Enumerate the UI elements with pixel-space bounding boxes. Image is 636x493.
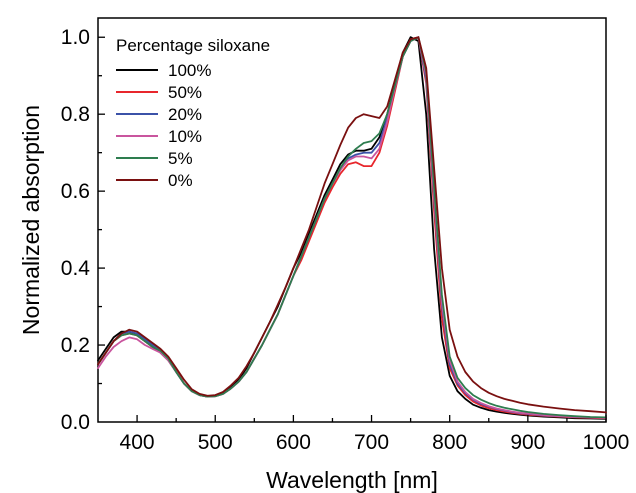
series-layer	[97, 36, 607, 420]
series-line-50pct	[97, 36, 607, 420]
series-line-5pct	[97, 36, 607, 419]
y-tick-label: 0.4	[61, 257, 91, 280]
plot-area	[97, 17, 607, 423]
y-tick-label: 0.8	[61, 103, 90, 126]
legend-label: 5%	[168, 149, 193, 168]
y-tick-label: 1.0	[61, 26, 90, 49]
legend-label: 50%	[168, 83, 202, 102]
legend: Percentage siloxane 100% 50% 20% 10% 5% 0%	[116, 36, 270, 190]
y-tick-label: 0.6	[61, 180, 90, 203]
legend-label: 20%	[168, 105, 202, 124]
x-tick-label: 400	[120, 431, 155, 454]
x-tick-label: 600	[276, 431, 311, 454]
x-tick-label: 900	[510, 431, 545, 454]
x-axis: 400 500 600 700 800 900 1000	[120, 415, 630, 454]
y-axis: 0.0 0.2 0.4 0.6 0.8 1.0	[61, 26, 105, 434]
y-tick-label: 0.0	[61, 411, 90, 434]
x-tick-label: 500	[198, 431, 233, 454]
legend-title: Percentage siloxane	[116, 36, 270, 55]
x-tick-label: 800	[432, 431, 467, 454]
x-tick-label: 700	[354, 431, 389, 454]
x-axis-title: Wavelength [nm]	[266, 467, 438, 493]
series-line-0pct	[97, 36, 607, 414]
legend-label: 10%	[168, 127, 202, 146]
legend-label: 0%	[168, 171, 193, 190]
x-tick-label: 1000	[583, 431, 630, 454]
y-tick-label: 0.2	[61, 334, 90, 357]
y-axis-title: Normalized absorption	[18, 105, 44, 335]
legend-label: 100%	[168, 61, 211, 80]
